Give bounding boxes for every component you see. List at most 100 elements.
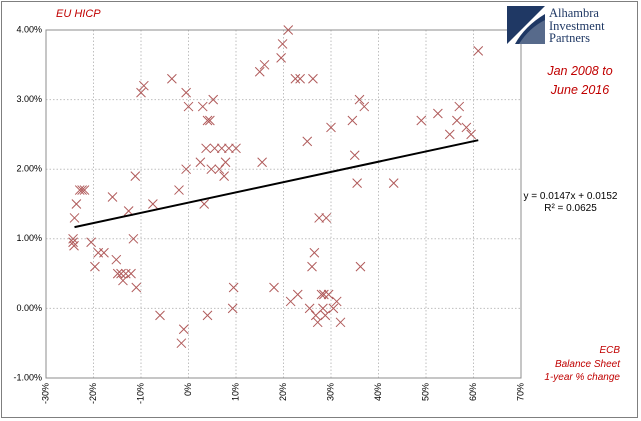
data-point [176,338,187,349]
data-point-stroke [178,324,189,335]
y-tick-label: 4.00% [16,24,42,34]
data-point-stroke [290,73,301,84]
plot-border [45,29,522,379]
trendline-r-squared: R² = 0.0625 [544,203,597,214]
data-point [309,247,320,258]
data-point-stroke [148,199,158,209]
data-point-stroke [216,143,227,154]
date-range-annotation: Jan 2008 to June 2016 [530,62,630,100]
data-point [302,136,313,147]
data-point-stroke [136,87,146,98]
data-point-stroke [302,136,313,147]
data-point [308,73,318,84]
data-point-stroke [131,282,142,293]
data-point [90,261,100,272]
data-point-stroke [352,178,362,188]
trendline-equation: y = 0.0147x + 0.0152 R² = 0.0625 [508,191,633,215]
logo-line-2: Investment [549,18,605,33]
data-point [466,129,476,140]
data-point-stroke [307,261,317,272]
data-point [349,150,360,161]
data-point-stroke [214,164,225,175]
data-point [433,108,443,119]
data-point [202,310,213,321]
data-point-stroke [355,261,366,272]
data-point [461,122,472,133]
data-point-stroke [269,282,279,293]
data-point [74,185,85,195]
data-point [388,178,399,188]
data-point [326,122,336,133]
data-point-stroke [120,268,131,279]
data-point-stroke [181,87,191,98]
data-point-stroke [292,289,303,300]
data-point [205,115,215,126]
data-point [183,101,194,112]
data-point-stroke [107,192,118,202]
data-point [138,80,149,91]
data-point [257,157,267,168]
data-point-stroke [331,296,342,307]
data-point-stroke [206,164,217,175]
data-point-stroke [209,143,220,154]
x-tick-label: 20% [278,383,288,401]
data-point [216,143,227,154]
y-tick-label: -1.00% [13,372,42,382]
data-point [181,164,191,175]
data-point-stroke [444,129,455,140]
data-point [319,289,329,300]
data-point-stroke [318,303,328,314]
data-point-stroke [126,268,136,279]
data-point-stroke [347,115,358,126]
y-tick-label: 1.00% [16,233,42,243]
data-point-stroke [111,254,122,265]
data-point [220,157,231,168]
x-tick-label: 0% [183,383,193,396]
data-point-stroke [74,185,85,195]
logo-text: Alhambra Investment Partners [549,7,605,45]
data-point-stroke [167,73,177,84]
data-point-stroke [328,303,339,314]
data-point [323,289,334,300]
data-point-stroke [314,213,324,223]
data-point-stroke [69,240,79,251]
data-point [199,199,210,209]
data-point [316,289,327,300]
data-point-stroke [320,310,331,321]
data-point [359,101,370,112]
data-point-stroke [283,25,294,35]
x-axis-title-line-3: 1-year % change [544,372,620,383]
data-point-stroke [205,115,215,126]
data-point-stroke [99,247,109,258]
x-axis-tick-labels: -30% -20% -10% 0% 10% 20% 30% 40% 50% 60% 70% [40,383,525,404]
data-point-stroke [473,46,484,56]
x-tick-label: 30% [325,383,335,401]
data-point-stroke [304,303,315,314]
data-point [352,178,362,188]
data-point-stroke [112,268,123,279]
logo-line-1: Alhambra [549,6,599,20]
gridlines [46,30,521,378]
y-tick-label: 2.00% [16,164,42,174]
data-point-stroke [349,150,360,161]
data-point [77,185,87,195]
data-point [416,115,427,126]
x-tick-label: 70% [515,383,525,401]
data-point [227,303,238,314]
data-point [208,94,219,105]
data-point-stroke [176,338,187,349]
data-point [228,282,239,293]
x-tick-label: 50% [420,383,430,401]
data-point-stroke [354,94,365,105]
date-range-line-1: Jan 2008 to [547,64,613,78]
data-point [347,115,358,126]
data-point [130,171,141,182]
data-point [131,282,142,293]
x-tick-label: 60% [468,383,478,401]
trendline-line [74,139,479,229]
data-point [277,39,288,49]
data-point [473,46,484,56]
alhambra-logo-icon [507,6,545,44]
data-point [276,52,286,63]
